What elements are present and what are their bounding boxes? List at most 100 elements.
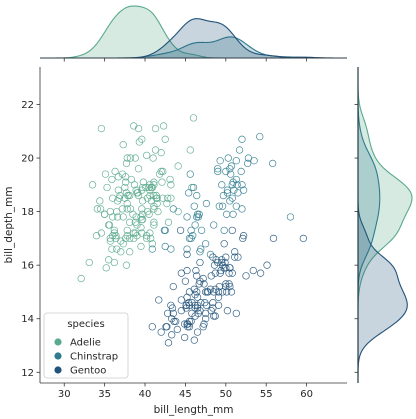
- data-point: [184, 189, 193, 197]
- data-point: [113, 245, 121, 253]
- data-point: [187, 234, 195, 243]
- data-point: [191, 312, 199, 320]
- data-point: [168, 331, 176, 339]
- data-point: [114, 186, 123, 194]
- data-point: [229, 210, 237, 218]
- data-point: [85, 258, 93, 267]
- data-point: [93, 205, 102, 213]
- x-axis-label: bill_length_mm: [154, 404, 234, 416]
- data-point: [269, 159, 277, 168]
- x-tick-label: 55: [260, 389, 273, 400]
- data-point: [216, 157, 224, 165]
- legend-marker: [54, 366, 62, 374]
- data-point: [239, 234, 247, 243]
- data-point: [173, 325, 181, 334]
- data-point: [229, 178, 237, 186]
- data-point: [220, 240, 228, 248]
- data-point: [146, 229, 154, 237]
- data-point: [199, 274, 207, 283]
- data-point: [249, 266, 257, 275]
- data-point: [126, 218, 134, 226]
- data-point: [138, 183, 147, 192]
- data-point: [215, 282, 224, 291]
- data-point: [222, 210, 231, 218]
- data-point: [92, 232, 101, 240]
- data-point: [231, 248, 239, 256]
- data-point: [177, 269, 186, 277]
- data-point: [150, 218, 158, 226]
- data-point: [211, 312, 219, 320]
- data-point: [221, 258, 229, 267]
- data-point: [148, 323, 156, 331]
- x-tick-label: 45: [179, 389, 192, 400]
- data-point: [183, 293, 191, 301]
- data-point: [193, 288, 201, 296]
- data-point: [110, 258, 118, 267]
- data-point: [148, 240, 156, 248]
- data-point: [206, 285, 215, 293]
- data-point: [163, 323, 171, 331]
- data-point: [200, 320, 208, 328]
- data-point: [146, 181, 154, 189]
- data-point: [153, 194, 161, 202]
- data-point: [182, 301, 190, 309]
- data-point: [131, 154, 139, 162]
- data-point: [200, 280, 208, 288]
- data-point: [201, 299, 209, 307]
- data-point: [183, 213, 191, 221]
- data-point: [164, 339, 173, 347]
- data-point: [190, 336, 198, 344]
- data-point: [238, 181, 246, 189]
- data-point: [228, 226, 236, 235]
- axes: 30 35 40 45 50 55 60 12 14 16 18 20 22: [21, 67, 347, 400]
- data-point: [193, 293, 202, 301]
- data-point: [225, 280, 233, 288]
- data-point: [170, 317, 178, 326]
- data-point: [235, 146, 244, 154]
- data-point: [102, 264, 110, 272]
- data-point: [126, 248, 134, 256]
- data-point: [153, 199, 161, 208]
- data-point: [193, 213, 201, 221]
- right-marginal-kde: [354, 67, 413, 383]
- data-point: [237, 167, 245, 176]
- data-point: [180, 333, 189, 342]
- data-point: [164, 218, 173, 226]
- data-point: [133, 232, 141, 240]
- data-point: [234, 253, 242, 261]
- data-point: [196, 307, 204, 315]
- data-point: [122, 261, 131, 269]
- data-point: [215, 202, 224, 210]
- top-kde-gentoo: [40, 18, 347, 59]
- data-point: [123, 205, 131, 213]
- data-point: [167, 194, 175, 202]
- data-point: [167, 181, 175, 189]
- data-point: [228, 194, 236, 202]
- data-point: [210, 261, 219, 269]
- data-point: [109, 213, 117, 221]
- data-point: [181, 277, 190, 285]
- data-point: [148, 245, 156, 253]
- data-point: [126, 154, 135, 162]
- data-point: [218, 288, 227, 296]
- data-point: [150, 205, 158, 213]
- data-point: [190, 202, 198, 210]
- data-point: [134, 165, 143, 173]
- data-point: [232, 309, 240, 318]
- data-point: [137, 224, 145, 232]
- data-point: [210, 221, 218, 229]
- data-point: [256, 132, 264, 141]
- data-point: [183, 245, 191, 253]
- data-point: [97, 124, 106, 133]
- data-point: [147, 234, 155, 243]
- data-point: [223, 307, 232, 315]
- data-point: [154, 207, 162, 216]
- data-point: [163, 199, 171, 208]
- y-tick-label: 12: [21, 368, 34, 379]
- data-point: [159, 167, 167, 176]
- data-point: [214, 165, 222, 173]
- data-point: [193, 210, 202, 218]
- data-point: [123, 226, 131, 235]
- data-point: [158, 178, 166, 186]
